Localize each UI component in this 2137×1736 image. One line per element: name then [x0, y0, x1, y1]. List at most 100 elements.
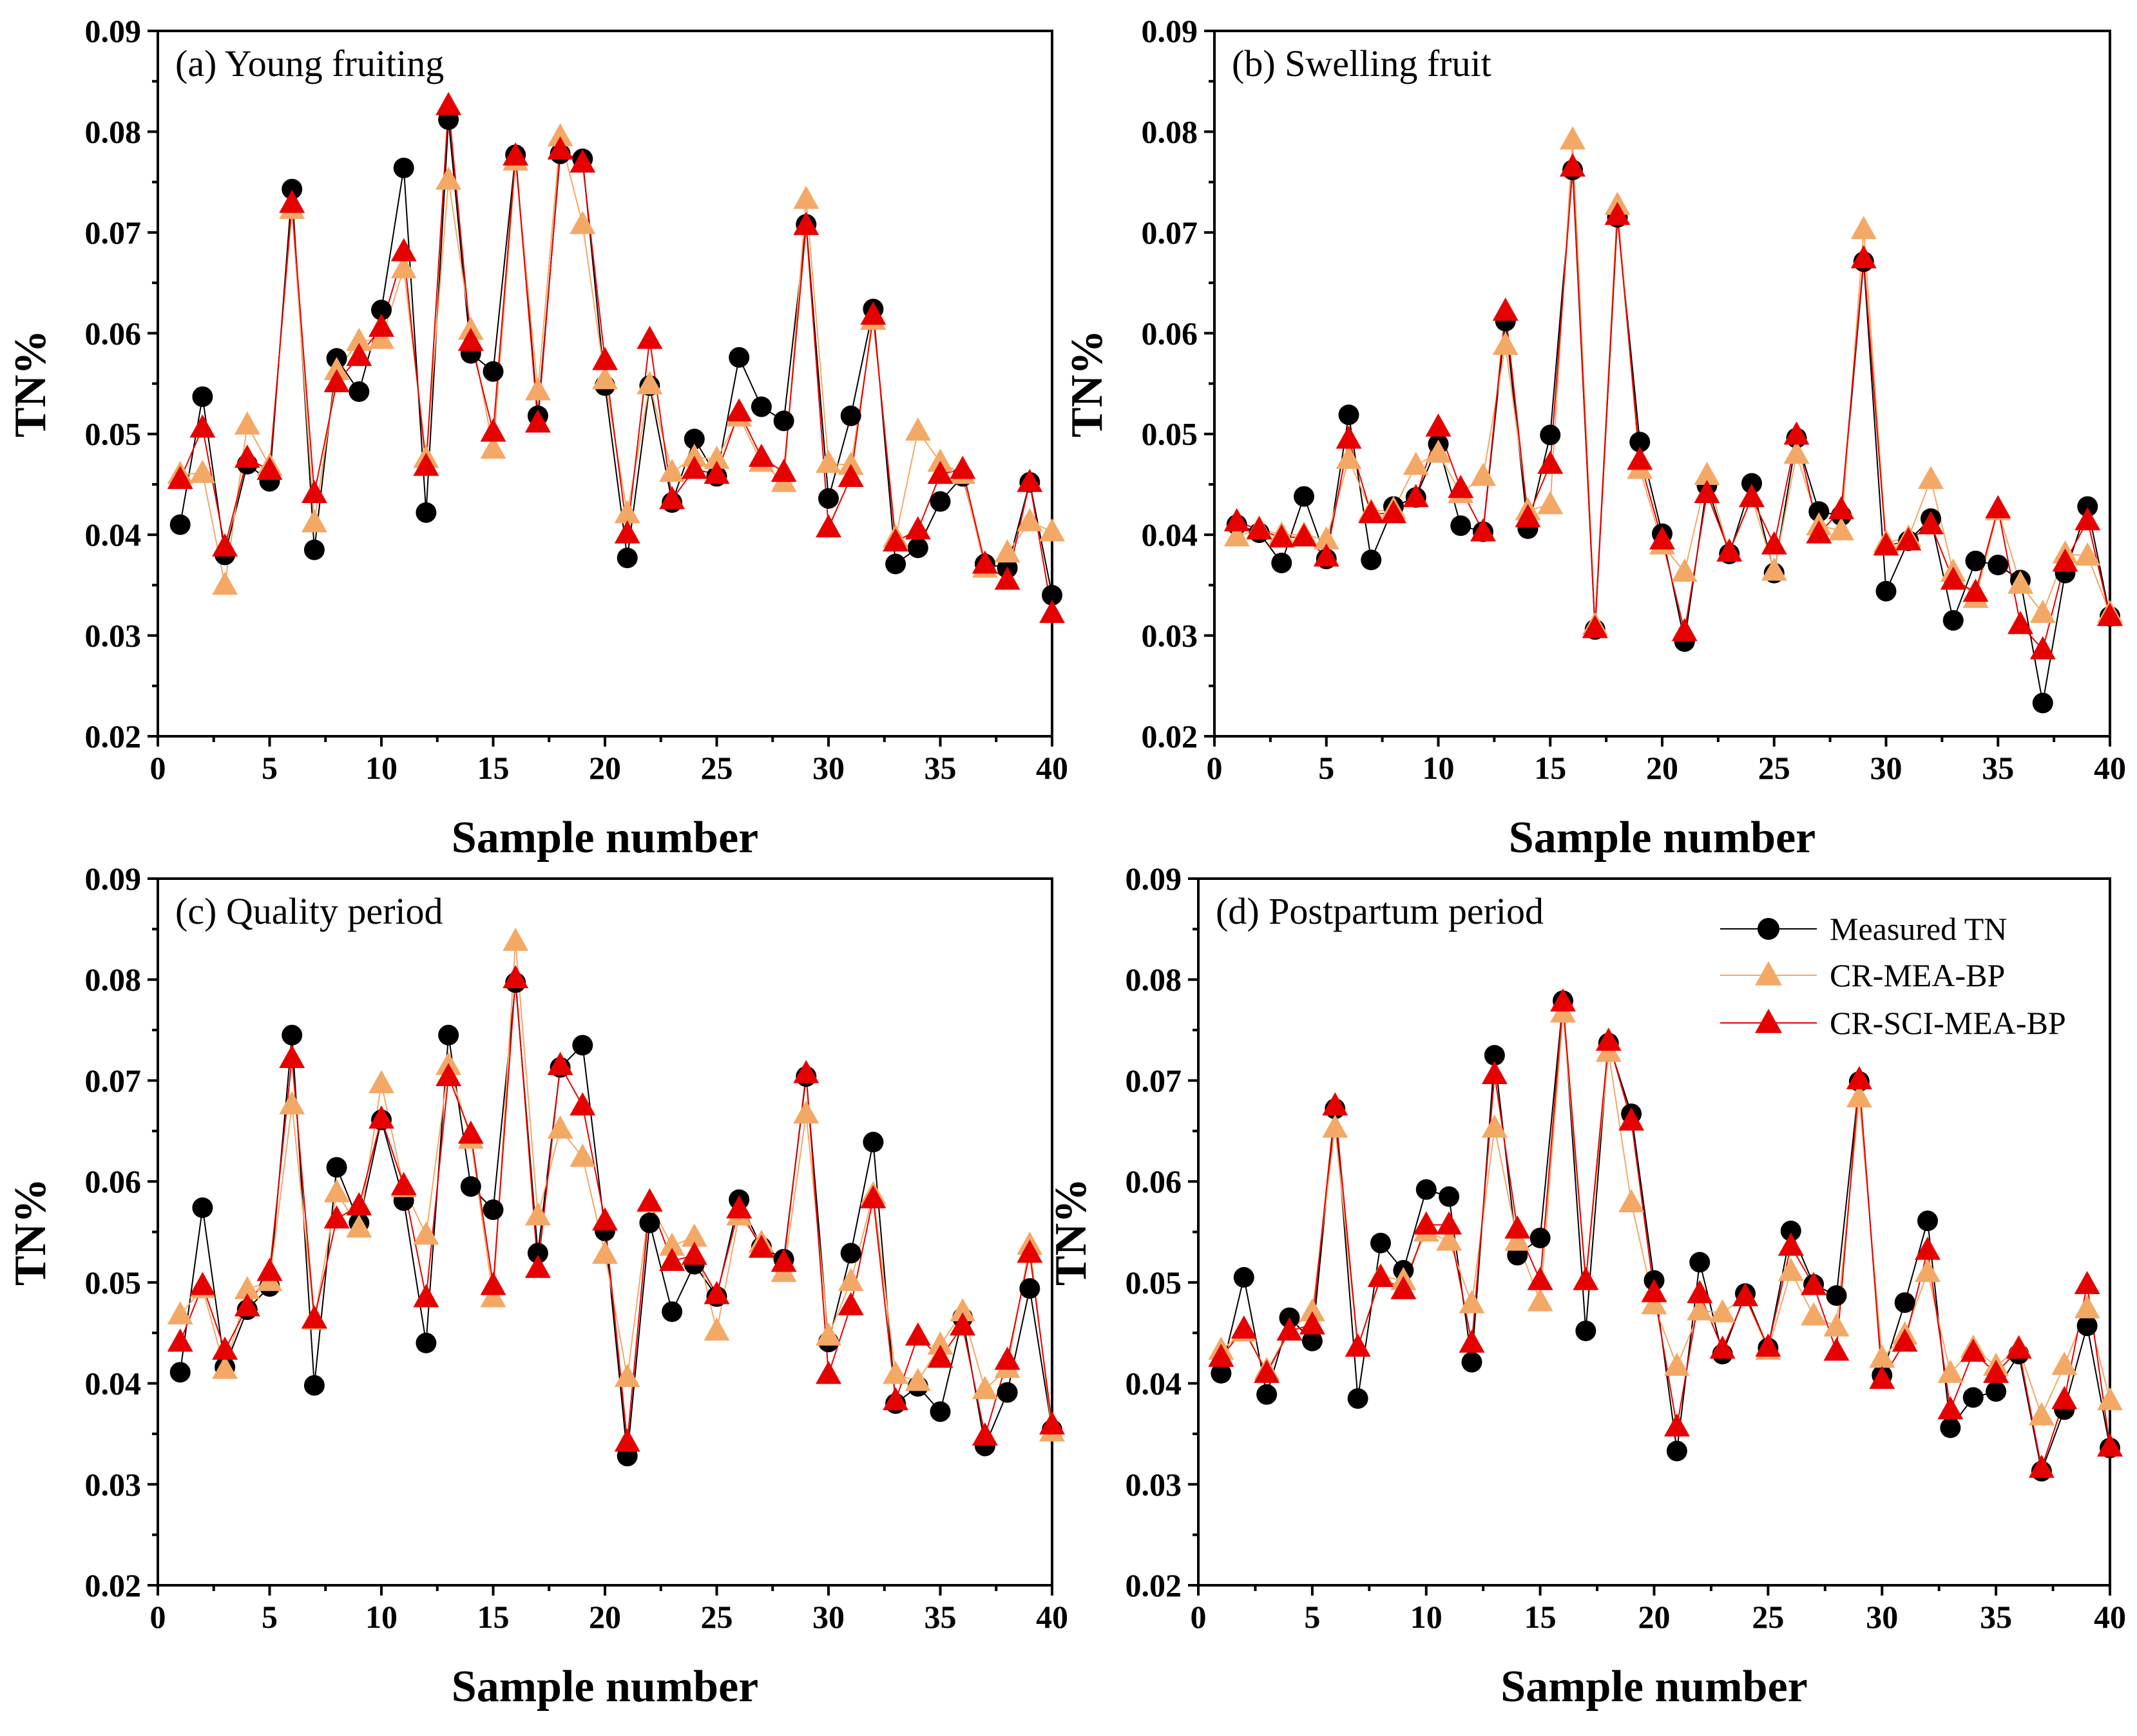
y-axis-title: TN%	[1062, 330, 1112, 437]
point-sci	[413, 1284, 439, 1308]
point-mea	[614, 500, 640, 524]
panel-title: (a) Young fruiting	[175, 43, 444, 84]
y-tick-label: 0.08	[85, 113, 142, 149]
point-sci	[346, 343, 372, 367]
point-sci	[436, 1063, 462, 1087]
point-sci	[793, 211, 819, 235]
y-tick-label: 0.08	[1142, 113, 1198, 149]
point-sci	[1828, 496, 1854, 520]
panel-title: (b) Swelling fruit	[1232, 43, 1491, 84]
point-sci	[704, 1281, 730, 1304]
x-tick-label: 15	[1534, 750, 1566, 786]
x-axis-title: Sample number	[452, 813, 758, 863]
y-axis-title: TN%	[6, 1178, 55, 1286]
point-mea	[2097, 1387, 2123, 1411]
point-sci	[1850, 245, 1877, 269]
x-tick-label: 20	[589, 750, 621, 786]
point-mea	[547, 123, 573, 147]
point-measured	[1211, 1362, 1232, 1384]
point-sci	[1823, 1337, 1850, 1361]
point-mea	[2075, 542, 2101, 566]
point-mea	[994, 539, 1021, 563]
point-sci	[390, 1172, 417, 1196]
point-measured	[1347, 1388, 1368, 1409]
point-sci	[637, 325, 663, 349]
point-measured	[282, 178, 303, 200]
point-mea	[637, 371, 663, 395]
point-sci	[2074, 1270, 2100, 1294]
point-measured	[1780, 1220, 1801, 1241]
point-sci	[1276, 1317, 1303, 1341]
point-sci	[1208, 1343, 1234, 1367]
point-sci	[301, 1305, 327, 1329]
point-sci	[592, 347, 618, 370]
point-measured	[1986, 1381, 2007, 1402]
point-mea	[1869, 1344, 1895, 1368]
point-mea	[1017, 508, 1043, 531]
point-mea	[346, 327, 372, 351]
point-mea	[1470, 463, 1496, 486]
x-tick-label: 35	[925, 1599, 957, 1635]
point-sci	[234, 444, 260, 468]
point-sci	[503, 965, 529, 989]
point-sci	[279, 1044, 305, 1068]
point-sci	[2052, 548, 2078, 572]
point-mea	[524, 1202, 551, 1226]
point-mea	[234, 411, 260, 435]
point-measured	[2032, 692, 2053, 714]
y-tick-label: 0.03	[1126, 1466, 1182, 1502]
point-mea	[480, 435, 506, 459]
point-mea	[2051, 1351, 2078, 1375]
point-sci	[1313, 543, 1339, 567]
point-mea	[927, 448, 954, 472]
point-mea	[704, 1317, 730, 1341]
point-sci	[1783, 421, 1810, 445]
x-tick-label: 15	[477, 750, 510, 786]
point-mea	[1915, 1259, 1941, 1283]
point-sci	[905, 1322, 931, 1346]
point-sci	[1413, 1211, 1439, 1235]
point-measured	[1741, 473, 1762, 494]
point-sci	[726, 1195, 752, 1219]
point-mea	[1761, 557, 1787, 581]
point-sci	[972, 1422, 998, 1446]
panel-postpartum-period: 0 5 10 15 20 25 30 35 40 0.02 0.03 0.04 0.05 0.06 0.07…	[1046, 861, 2126, 1712]
point-measured	[1540, 424, 1561, 446]
point-sci	[748, 443, 774, 467]
point-sci	[2029, 636, 2056, 660]
x-tick-label: 5	[1304, 1599, 1320, 1635]
point-sci	[592, 1207, 618, 1231]
y-tick-label: 0.07	[85, 1062, 142, 1098]
legend-marker-sci	[1755, 1008, 1782, 1033]
point-mea	[1436, 1227, 1462, 1251]
point-sci	[994, 1346, 1021, 1370]
point-measured	[997, 1382, 1018, 1403]
point-measured	[1439, 1186, 1460, 1207]
point-measured	[840, 405, 861, 426]
point-sci	[1985, 495, 2011, 519]
x-tick-label: 10	[365, 750, 398, 786]
point-sci	[972, 550, 998, 574]
point-measured	[1271, 552, 1292, 573]
point-mea	[681, 1223, 707, 1247]
y-tick-label: 0.02	[1126, 1567, 1182, 1603]
point-sci	[1291, 523, 1317, 547]
point-sci	[771, 1248, 797, 1272]
point-sci	[2008, 611, 2033, 634]
point-mea	[1694, 461, 1720, 485]
x-tick-label: 25	[1752, 1599, 1784, 1635]
point-sci	[1560, 153, 1586, 177]
point-mea	[436, 166, 462, 190]
point-sci	[637, 1188, 663, 1212]
y-tick-label: 0.04	[1126, 1366, 1182, 1402]
point-mea	[570, 1143, 596, 1167]
point-measured	[907, 537, 928, 558]
y-tick-label: 0.03	[85, 1466, 142, 1502]
point-sci	[614, 1428, 640, 1452]
point-mea	[1671, 558, 1698, 582]
y-tick-label: 0.04	[85, 517, 142, 553]
point-sci	[927, 1344, 954, 1368]
x-tick-label: 25	[1758, 750, 1790, 786]
point-mea	[793, 186, 819, 209]
